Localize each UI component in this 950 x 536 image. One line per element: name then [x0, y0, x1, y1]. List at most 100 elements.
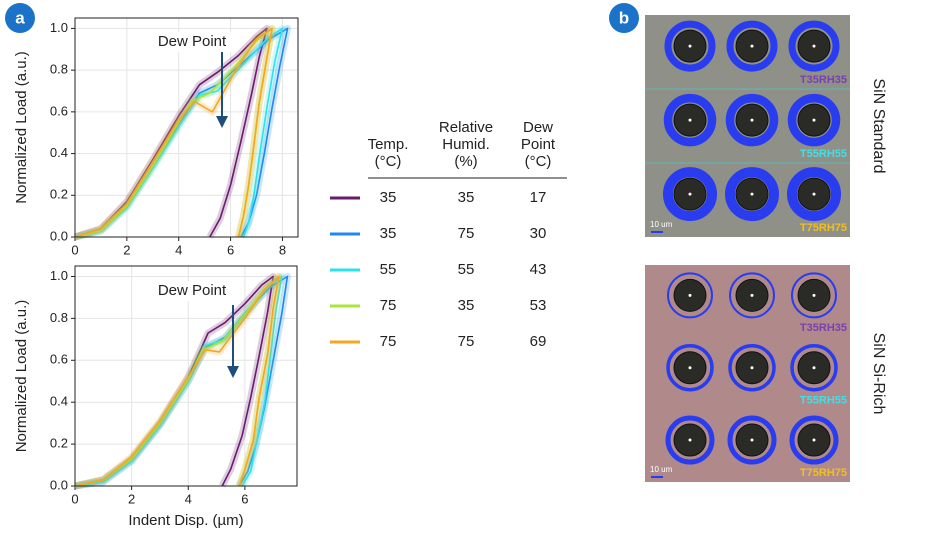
table-header: Dew — [523, 119, 553, 136]
table-header: Humid. — [442, 136, 490, 153]
indent-ring — [726, 20, 778, 72]
table-header: Temp. — [368, 136, 409, 153]
annotation-bg — [150, 281, 236, 301]
y-tick-label: 0.6 — [50, 103, 68, 118]
indent-ring — [728, 343, 776, 392]
indent-ring — [725, 93, 779, 147]
y-tick-label: 0.4 — [50, 145, 68, 160]
indent-center — [750, 118, 754, 122]
image-label: T35RH35 — [800, 322, 847, 334]
image-label: T75RH75 — [800, 467, 847, 479]
x-tick-label: 2 — [128, 491, 135, 506]
x-tick-label: 8 — [279, 242, 286, 257]
indent-center — [750, 44, 754, 48]
indent-ring — [665, 415, 715, 465]
panel-badge — [5, 3, 35, 33]
y-axis-label: Normalized Load (a.u.) — [13, 51, 30, 204]
indent-center — [812, 192, 816, 196]
micrograph-title: SiN Si-Rich — [870, 333, 887, 415]
table-cell: 17 — [530, 189, 547, 206]
image-label: T55RH55 — [800, 395, 847, 407]
data-line — [74, 27, 268, 238]
y-axis-label: Normalized Load (a.u.) — [13, 300, 30, 453]
indent-center — [750, 366, 754, 370]
plot-frame — [74, 265, 298, 487]
indent-ring — [663, 167, 717, 222]
annotation-bg — [150, 32, 236, 52]
scale-label: 10 um — [650, 465, 673, 474]
y-tick-label: 1.0 — [50, 20, 68, 35]
y-tick-label: 0.4 — [50, 394, 68, 409]
indent-center — [688, 44, 692, 48]
table-header: Point — [521, 136, 556, 153]
table-header: Relative — [439, 119, 493, 136]
y-tick-label: 0.8 — [50, 62, 68, 77]
x-tick-label: 2 — [123, 242, 130, 257]
y-tick-label: 0.0 — [50, 228, 68, 243]
table-cell: 69 — [530, 333, 547, 350]
annotation: Dew Point — [158, 282, 227, 299]
image-label: T75RH75 — [800, 222, 847, 234]
data-line — [74, 275, 280, 487]
table-cell: 35 — [458, 297, 475, 314]
table-cell: 53 — [530, 297, 547, 314]
indent-center — [812, 366, 816, 370]
panel-label: a — [15, 8, 25, 27]
data-line — [74, 27, 273, 238]
indent-ring — [663, 93, 717, 147]
y-tick-label: 0.6 — [50, 352, 68, 367]
table-header: (°C) — [375, 153, 402, 170]
table-cell: 35 — [380, 225, 397, 242]
indent-ring — [789, 415, 839, 465]
indent-center — [812, 44, 816, 48]
table-cell: 35 — [458, 189, 475, 206]
indent-center — [688, 366, 692, 370]
table-cell: 43 — [530, 261, 547, 278]
x-tick-label: 0 — [71, 242, 78, 257]
table-cell: 55 — [380, 261, 397, 278]
indent-ring — [664, 20, 716, 72]
indent-ring — [788, 20, 840, 72]
annotation: Dew Point — [158, 33, 227, 50]
y-tick-label: 0.2 — [50, 436, 68, 451]
table-header: (°C) — [525, 153, 552, 170]
indent-ring — [791, 272, 837, 319]
table-cell: 55 — [458, 261, 475, 278]
panel-label: b — [619, 8, 629, 27]
x-tick-label: 4 — [185, 491, 192, 506]
image-label: T55RH55 — [800, 148, 847, 160]
image-label: T35RH35 — [800, 74, 847, 86]
x-tick-label: 6 — [227, 242, 234, 257]
indent-center — [688, 438, 692, 442]
indent-ring — [729, 272, 775, 319]
x-axis-label: Indent Disp. (µm) — [128, 512, 243, 529]
y-tick-label: 0.8 — [50, 310, 68, 325]
indent-center — [812, 118, 816, 122]
indent-ring — [787, 167, 841, 222]
indent-center — [688, 192, 692, 196]
table-header: (%) — [454, 153, 477, 170]
indent-ring — [727, 415, 777, 465]
table-cell: 75 — [458, 225, 475, 242]
x-tick-label: 4 — [175, 242, 182, 257]
indent-ring — [787, 93, 841, 147]
y-tick-label: 1.0 — [50, 268, 68, 283]
indent-ring — [790, 343, 838, 392]
scale-label: 10 um — [650, 220, 673, 229]
table-cell: 30 — [530, 225, 547, 242]
table-cell: 75 — [380, 297, 397, 314]
indent-ring — [725, 167, 779, 222]
indent-center — [688, 293, 692, 297]
table-cell: 75 — [380, 333, 397, 350]
y-tick-label: 0.2 — [50, 187, 68, 202]
indent-ring — [667, 272, 713, 319]
table-cell: 75 — [458, 333, 475, 350]
y-tick-label: 0.0 — [50, 477, 68, 492]
indent-center — [750, 438, 754, 442]
x-tick-label: 0 — [71, 491, 78, 506]
indent-center — [750, 293, 754, 297]
plot-frame — [74, 17, 299, 238]
x-tick-label: 6 — [241, 491, 248, 506]
